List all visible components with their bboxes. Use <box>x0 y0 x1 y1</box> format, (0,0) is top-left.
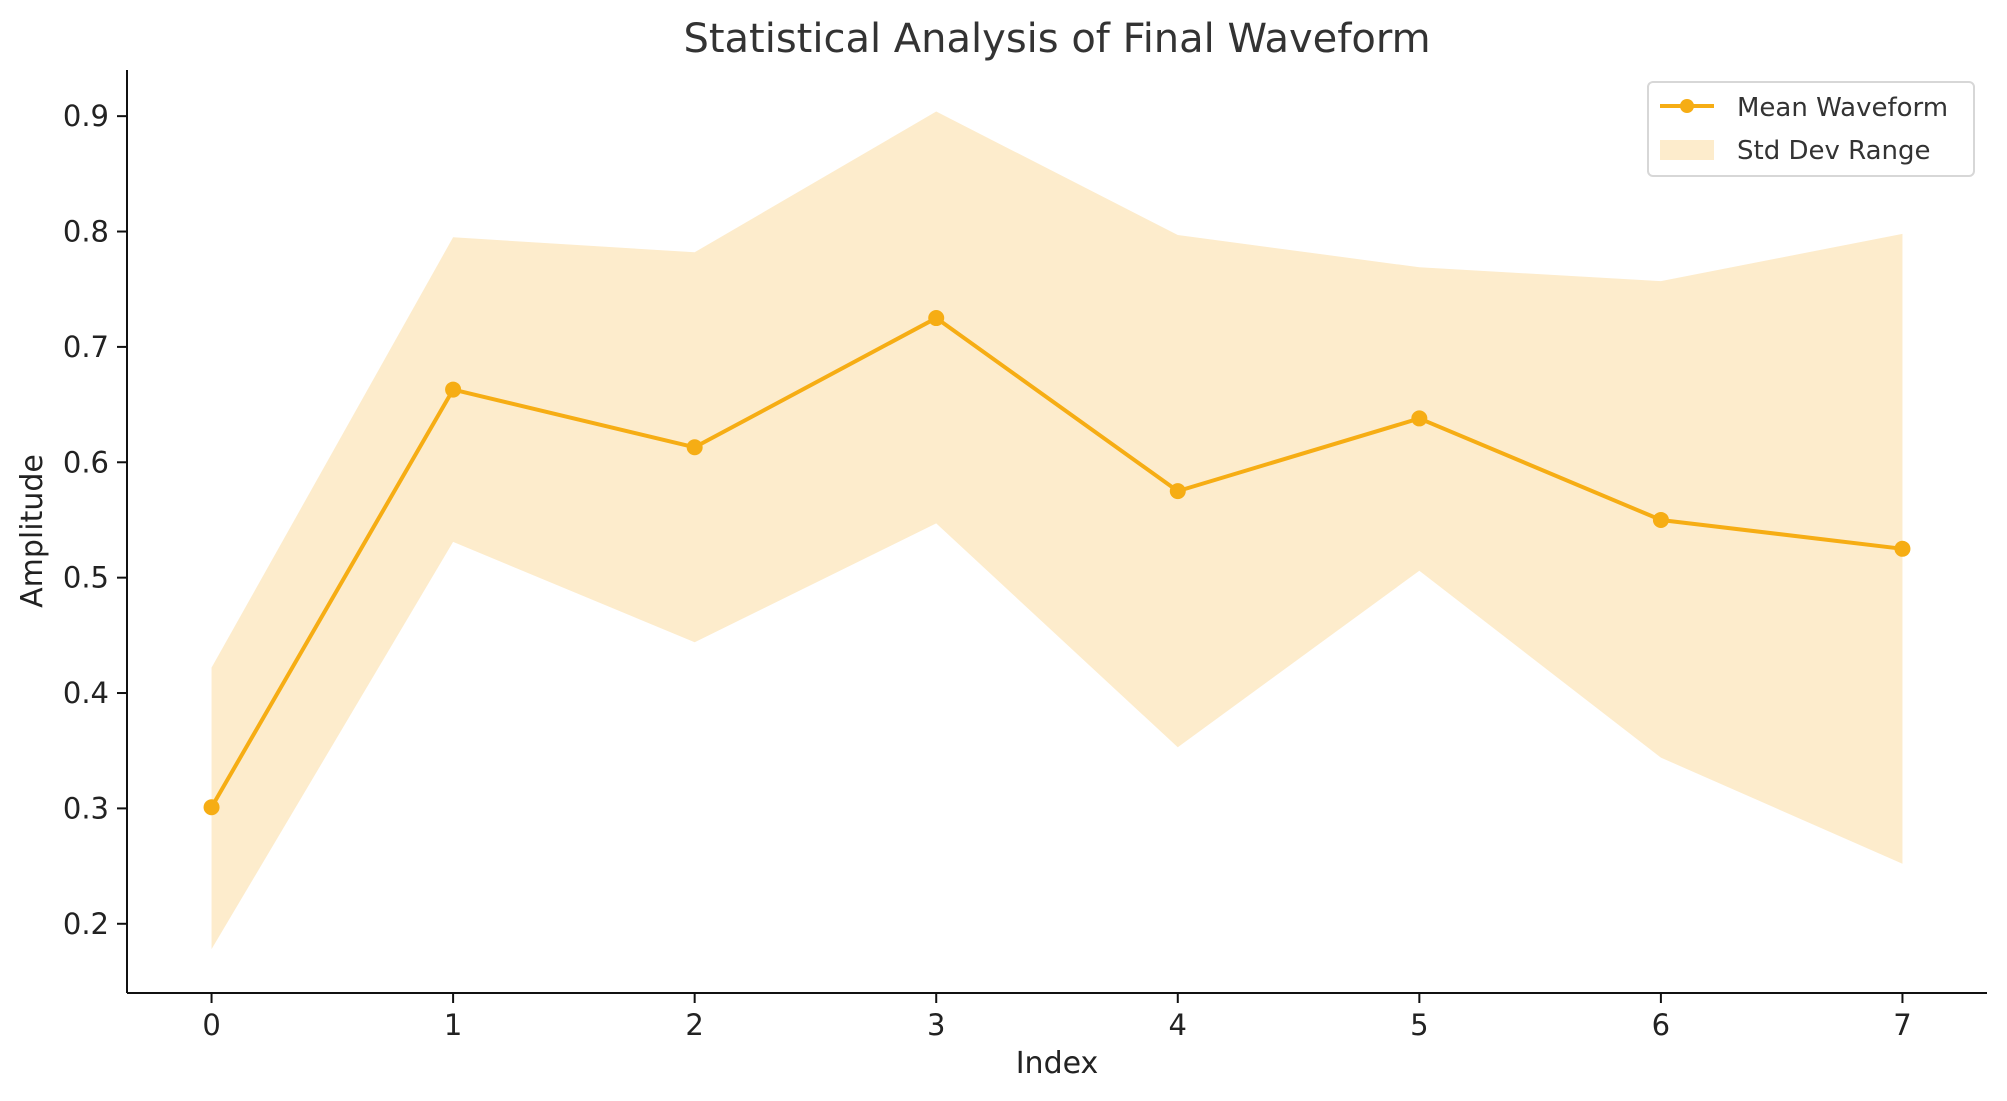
x-tick-label-6: 6 <box>1652 1008 1670 1042</box>
y-tick-label-0.3: 0.3 <box>63 791 109 825</box>
y-axis-label: Amplitude <box>15 454 50 608</box>
y-tick-label-0.2: 0.2 <box>63 907 109 941</box>
legend-mean-waveform-label: Mean Waveform <box>1737 93 1948 123</box>
y-tick-label-0.8: 0.8 <box>63 215 109 249</box>
legend-std-dev-range-label: Std Dev Range <box>1737 136 1931 166</box>
x-tick-label-0: 0 <box>202 1008 220 1042</box>
legend-band-swatch <box>1660 140 1714 160</box>
mean-line-layer <box>209 316 1905 810</box>
legend-line-marker <box>1680 99 1694 113</box>
y-tick-label-0.6: 0.6 <box>63 445 109 479</box>
y-tick-label-0.5: 0.5 <box>63 561 109 595</box>
std-dev-band-layer <box>211 111 1903 950</box>
mean-waveform-point-5 <box>1411 410 1428 427</box>
x-tick-label-2: 2 <box>685 1008 703 1042</box>
mean-waveform-point-2 <box>686 439 703 456</box>
axes-layer: 0.2 0.3 0.4 0.5 0.6 0.7 0.8 0.9 0 1 2 3 4 5 6 7 <box>63 70 1987 1042</box>
mean-waveform-point-7 <box>1894 540 1911 557</box>
chart-title: Statistical Analysis of Final Waveform <box>683 16 1430 62</box>
x-tick-label-4: 4 <box>1169 1008 1187 1042</box>
std-dev-range-band <box>211 111 1903 950</box>
mean-waveform-point-1 <box>445 381 462 398</box>
mean-waveform-point-4 <box>1169 483 1186 500</box>
legend-box <box>1647 81 1975 177</box>
x-axis-label: Index <box>1016 1046 1099 1081</box>
x-tick-label-5: 5 <box>1410 1008 1428 1042</box>
mean-marker-layer <box>203 310 1911 816</box>
mean-waveform-point-6 <box>1652 511 1669 528</box>
x-tick-label-3: 3 <box>927 1008 945 1042</box>
mean-waveform-point-3 <box>928 310 945 327</box>
mean-waveform-line <box>209 316 1905 810</box>
legend: Mean Waveform Std Dev Range <box>1647 81 1975 177</box>
x-tick-label-1: 1 <box>444 1008 462 1042</box>
mean-waveform-point-0 <box>203 799 220 816</box>
y-tick-label-0.4: 0.4 <box>63 676 109 710</box>
y-tick-label-0.7: 0.7 <box>63 330 109 364</box>
x-tick-label-7: 7 <box>1893 1008 1911 1042</box>
y-tick-label-0.9: 0.9 <box>63 99 109 133</box>
